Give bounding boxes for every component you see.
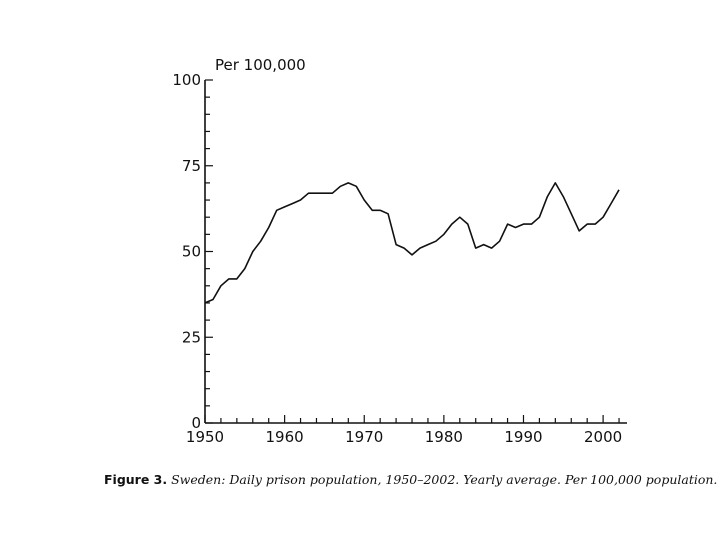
- tick-labels: 0 25 50 75 100 1950 1960 1970 1980 1990 2000: [172, 71, 622, 446]
- figure-caption: Figure 3. Sweden: Daily prison populatio…: [104, 472, 717, 487]
- series-layer: [204, 182, 620, 304]
- x-tick-label: 1970: [345, 428, 383, 446]
- x-tick-label: 1980: [425, 428, 463, 446]
- y-tick-label: 50: [182, 243, 201, 261]
- series-line: [204, 182, 620, 304]
- caption-text: Sweden: Daily prison population, 1950–20…: [171, 472, 718, 487]
- y-axis-unit-label: Per 100,000: [215, 56, 306, 74]
- y-tick-label: 25: [182, 328, 201, 346]
- x-tick-label: 1990: [504, 428, 542, 446]
- x-tick-label: 1960: [266, 428, 304, 446]
- y-tick-label: 75: [182, 157, 201, 175]
- y-tick-label: 100: [172, 71, 201, 89]
- ticks: [204, 79, 620, 424]
- x-tick-label: 2000: [584, 428, 622, 446]
- y-tick-label: 0: [191, 414, 201, 432]
- x-tick-label: 1950: [186, 428, 224, 446]
- caption-lead: Figure 3.: [104, 472, 168, 487]
